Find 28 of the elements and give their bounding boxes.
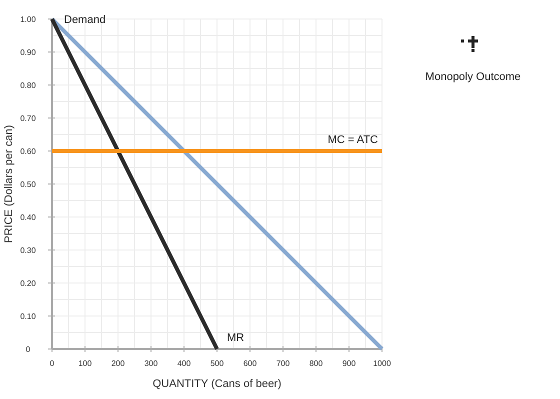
- annotation: Demand: [64, 14, 106, 26]
- y-tick-label: 0.40: [20, 213, 36, 222]
- x-tick-label: 700: [276, 359, 290, 368]
- annotation: MR: [227, 332, 244, 344]
- x-tick-label: 500: [210, 359, 224, 368]
- text: Monopoly Outcome: [425, 71, 521, 83]
- y-tick-label: 0.50: [20, 180, 36, 189]
- x-tick-label: 400: [177, 359, 192, 368]
- y-tick-label: 0.90: [20, 48, 36, 57]
- x-tick-label: 900: [342, 359, 356, 368]
- y-tick-label: 0.30: [20, 246, 36, 255]
- annotation: MC = ATC: [328, 134, 378, 146]
- y-tick-label: 1.00: [20, 15, 36, 24]
- y-tick-label: 0.20: [20, 279, 36, 288]
- x-tick-label: 200: [111, 359, 126, 368]
- x-axis-title: QUANTITY (Cans of beer): [152, 378, 282, 390]
- y-tick-label: 0.60: [20, 147, 36, 156]
- y-tick-label: 0.10: [20, 312, 36, 321]
- x-tick-label: 0: [50, 359, 55, 368]
- x-tick-label: 300: [144, 359, 158, 368]
- x-tick-label: 800: [309, 359, 324, 368]
- x-tick-label: 100: [78, 359, 92, 368]
- y-tick-label: 0: [26, 345, 31, 354]
- x-tick-label: 600: [243, 359, 258, 368]
- y-tick-label: 0.80: [20, 81, 36, 90]
- y-axis-title: PRICE (Dollars per can): [3, 125, 15, 243]
- y-tick-label: 0.70: [20, 114, 36, 123]
- x-tick-label: 1000: [373, 359, 392, 368]
